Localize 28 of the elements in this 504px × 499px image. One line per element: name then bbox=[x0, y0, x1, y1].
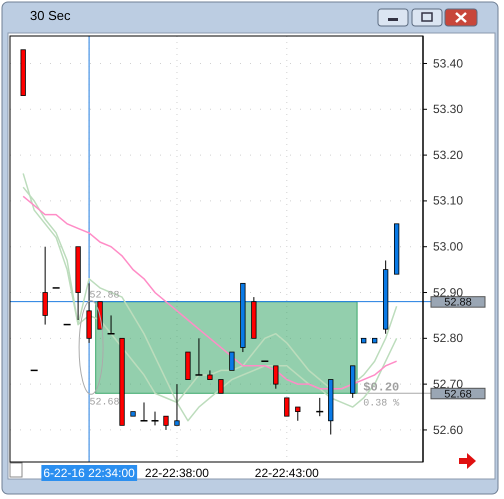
chart-title: 30 Sec bbox=[30, 8, 71, 23]
y-tick-label: 52.70 bbox=[433, 376, 464, 391]
y-tick-label: 52.60 bbox=[433, 422, 464, 437]
candlestick bbox=[163, 416, 169, 430]
y-tick-label: 53.20 bbox=[433, 148, 464, 162]
line-series bbox=[22, 196, 398, 390]
y-tick-label: 53.10 bbox=[433, 194, 464, 208]
candlestick bbox=[284, 397, 290, 417]
y-tick-label: 53.30 bbox=[433, 102, 464, 116]
x-tick-label: 22-22:43:00 bbox=[254, 466, 320, 480]
annotation: 52.68 bbox=[89, 397, 120, 408]
candlestick bbox=[273, 365, 278, 390]
ref-line-label: 52.68 bbox=[444, 388, 472, 400]
candlestick bbox=[207, 370, 213, 380]
ref-line-label: 52.88 bbox=[444, 296, 472, 309]
annotation: 52.88 bbox=[89, 290, 120, 302]
y-tick-label: 53.00 bbox=[433, 240, 464, 254]
y-tick-label: 52.80 bbox=[433, 331, 464, 346]
candlestick bbox=[42, 246, 48, 326]
candlestick bbox=[218, 379, 224, 394]
x-tick-label: 22-22:38:00 bbox=[144, 466, 210, 480]
y-tick-label: 52.90 bbox=[433, 285, 464, 300]
candlestick bbox=[295, 406, 300, 422]
candlestick bbox=[229, 352, 235, 371]
annotation: 0.38 % bbox=[363, 398, 400, 410]
y-tick-label: 53.40 bbox=[433, 56, 464, 70]
x-tick-label: 6-22-16 22:34:00 bbox=[43, 466, 136, 480]
candlestick bbox=[174, 384, 180, 426]
